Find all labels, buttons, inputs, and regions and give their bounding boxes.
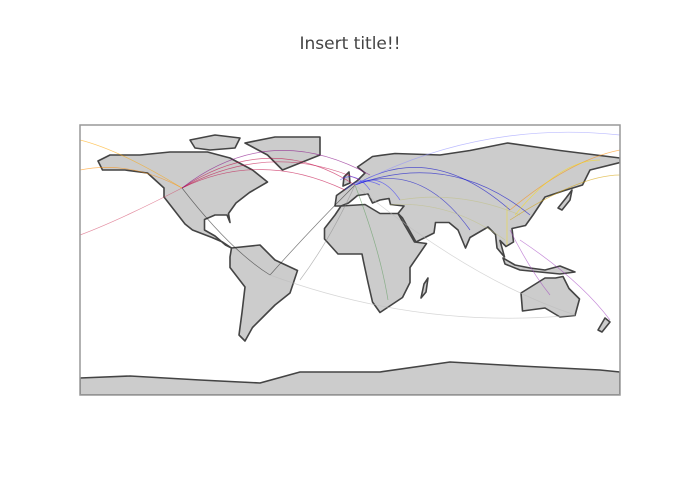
route [80, 167, 183, 189]
route [181, 157, 356, 189]
north-america [97, 151, 269, 249]
route [514, 159, 601, 216]
route [181, 187, 271, 276]
map-title: Insert title!! [299, 34, 400, 54]
map-frame [79, 124, 621, 396]
route [344, 180, 381, 191]
new-zealand [597, 317, 611, 333]
route [181, 169, 346, 191]
route [339, 176, 371, 191]
japan [557, 189, 573, 211]
route [509, 174, 620, 221]
route [269, 274, 576, 319]
route [509, 229, 551, 296]
route [354, 172, 531, 216]
route [389, 204, 506, 241]
arctic-islands [189, 134, 241, 151]
indonesia [502, 257, 576, 275]
route [80, 187, 183, 236]
route [181, 150, 371, 189]
madagascar [420, 277, 429, 299]
route [354, 178, 471, 231]
australia [520, 275, 581, 318]
route [399, 196, 521, 216]
south-america [229, 244, 299, 342]
route [354, 131, 620, 186]
route [269, 184, 356, 276]
route [519, 239, 611, 321]
route [354, 184, 576, 316]
land-layer [80, 134, 620, 395]
route [354, 184, 389, 301]
route [299, 184, 356, 281]
eurasia [334, 142, 620, 258]
route [509, 149, 620, 211]
africa [323, 203, 428, 314]
route [181, 161, 361, 189]
route-layer [80, 131, 620, 321]
route [80, 139, 183, 189]
antarctica [80, 361, 620, 395]
